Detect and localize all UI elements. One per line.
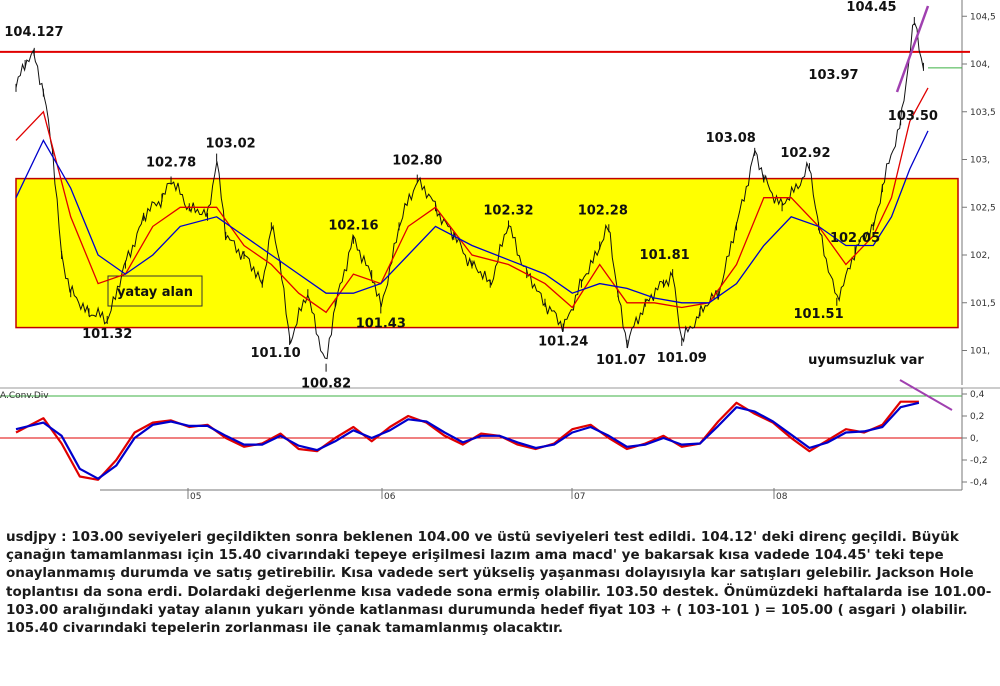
commentary-paragraph-2: 105.40 civarındaki tepelerin zorlanması …	[6, 620, 564, 637]
commentary-paragraph-1: usdjpy : 103.00 seviyeleri geçildikten s…	[6, 529, 992, 618]
signal-line	[15, 401, 920, 480]
price-axis-label: 103,5	[970, 108, 996, 118]
range-band	[15, 177, 959, 329]
price-label: 101.81	[640, 248, 690, 263]
divergence-line-macd	[899, 379, 953, 411]
price-label: 102.32	[483, 203, 533, 218]
price-pane: 104,5 104, 103,5 103, 102,5 102, 101,5 101, yata…	[0, 0, 996, 392]
range-label-box	[107, 275, 203, 307]
divergence-line-price	[895, 5, 930, 93]
price-label: 101.07	[596, 353, 646, 368]
price-label: 104.45	[846, 0, 896, 15]
price-axis-label: 104,5	[970, 12, 996, 22]
price-label: 100.82	[301, 377, 351, 392]
price-label: 101.43	[356, 316, 406, 331]
price-label: 102.28	[578, 203, 628, 218]
slow-moving-average-line	[15, 130, 929, 304]
price-label: 102.78	[146, 156, 196, 171]
price-label: 102.92	[780, 146, 830, 161]
price-label: 101.51	[793, 307, 843, 322]
time-axis-label: 08	[776, 492, 788, 502]
fast-moving-average-line	[15, 87, 929, 314]
time-axis-label: 05	[190, 492, 201, 502]
price-axis-label: 101,5	[970, 299, 996, 309]
price-label: 104.127	[4, 25, 63, 40]
price-axis-label: 104,	[970, 60, 990, 70]
macd-pane: A.Conv.Div 0,4 0,2 0, -0,2 -0,4 05 06 07 08	[0, 379, 1000, 502]
time-axis-label: 06	[384, 492, 396, 502]
price-label: 102.16	[328, 219, 378, 234]
price-label: 102.80	[392, 154, 442, 169]
macd-axis-label: -0,4	[970, 478, 988, 488]
price-label: 101.10	[251, 346, 301, 361]
price-label: 101.24	[538, 335, 588, 350]
usdjpy-chart: 104,5 104, 103,5 103, 102,5 102, 101,5 101, yata…	[0, 0, 1000, 502]
time-axis-label: 07	[574, 492, 585, 502]
divergence-note: uyumsuzluk var	[808, 353, 924, 368]
macd-axis-label: 0,	[970, 434, 979, 444]
macd-axis-label: -0,2	[970, 456, 988, 466]
price-axis-label: 103,	[970, 156, 990, 166]
price-axis-label: 102,	[970, 251, 990, 261]
price-label: 103.02	[206, 137, 256, 152]
price-label: 102.05	[830, 231, 880, 246]
price-label: 101.32	[82, 327, 132, 342]
price-label: 103.50	[888, 109, 938, 124]
price-axis-label: 101,	[970, 347, 990, 357]
price-label: 101.09	[657, 351, 707, 366]
macd-axis-label: 0,4	[970, 390, 985, 400]
range-label: yatay alan	[117, 285, 193, 300]
price-axis-label: 102,5	[970, 203, 996, 213]
price-label: 103.97	[808, 68, 858, 83]
price-line	[15, 22, 924, 360]
price-label: 103.08	[706, 131, 756, 146]
macd-title: A.Conv.Div	[0, 391, 49, 401]
macd-axis-label: 0,2	[970, 412, 984, 422]
analysis-commentary: usdjpy : 103.00 seviyeleri geçildikten s…	[6, 528, 996, 637]
